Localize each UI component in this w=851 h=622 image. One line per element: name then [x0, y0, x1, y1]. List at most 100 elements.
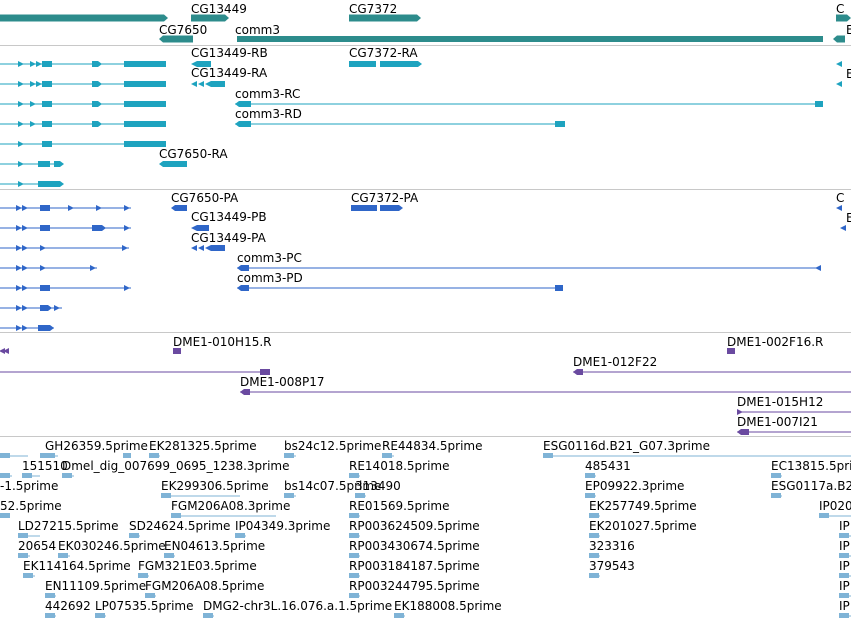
exon[interactable] [198, 81, 204, 87]
exon[interactable] [124, 141, 166, 147]
exon[interactable] [124, 81, 166, 87]
est-block[interactable] [138, 573, 148, 578]
est-block[interactable] [349, 513, 359, 518]
cds[interactable] [237, 285, 249, 291]
clone-label[interactable]: DME1-007I21 [737, 415, 818, 429]
cds[interactable] [124, 285, 130, 291]
protein-label[interactable]: C [836, 191, 845, 205]
est-block[interactable] [543, 453, 553, 458]
est-block[interactable] [45, 593, 55, 598]
cds[interactable] [16, 245, 22, 251]
cds[interactable] [16, 265, 22, 271]
clone-end[interactable] [173, 348, 181, 354]
exon[interactable] [54, 161, 64, 167]
cds[interactable] [40, 265, 46, 271]
clone-end[interactable] [260, 369, 270, 375]
est-block[interactable] [284, 493, 294, 498]
est-label[interactable]: EK188008.5prime [394, 599, 502, 613]
est-label[interactable]: RP003244795.5prime [349, 579, 480, 593]
cds[interactable] [38, 325, 54, 331]
cds[interactable] [836, 205, 842, 211]
exon[interactable] [30, 101, 36, 107]
est-label[interactable]: RE14018.5prime [349, 459, 450, 473]
exon[interactable] [18, 181, 24, 187]
exon[interactable] [380, 61, 422, 67]
est-label[interactable]: ESG0116d.B21_G07.3prime [543, 439, 710, 453]
exon[interactable] [92, 61, 102, 67]
est-label[interactable]: IP [839, 519, 850, 533]
est-label[interactable]: RP003624509.5prime [349, 519, 480, 533]
est-label[interactable]: EK299306.5prime [161, 479, 269, 493]
cds[interactable] [351, 205, 377, 211]
clone-end[interactable] [727, 348, 735, 354]
exon[interactable] [235, 101, 251, 107]
gene-bar[interactable] [0, 14, 168, 22]
cds[interactable] [237, 265, 249, 271]
est-label[interactable]: IP020 [819, 499, 851, 513]
cds[interactable] [40, 205, 50, 211]
exon[interactable] [42, 81, 52, 87]
est-block[interactable] [589, 573, 599, 578]
gene-bar[interactable] [191, 14, 229, 22]
exon[interactable] [42, 141, 52, 147]
cds[interactable] [205, 245, 211, 251]
est-block[interactable] [235, 533, 245, 538]
protein-label[interactable]: CG13449-PB [191, 210, 267, 224]
est-block[interactable] [394, 613, 404, 618]
est-label[interactable]: EN04613.5prime [164, 539, 266, 553]
cds[interactable] [22, 305, 28, 311]
exon[interactable] [18, 161, 24, 167]
est-block[interactable] [45, 453, 55, 458]
transcript-label[interactable]: CG13449-RA [191, 66, 268, 80]
exon[interactable] [191, 81, 197, 87]
est-label[interactable]: bs14c07.5prime [284, 479, 382, 493]
est-label[interactable]: bs24c12.5prime [284, 439, 382, 453]
cds[interactable] [16, 325, 22, 331]
exon[interactable] [38, 181, 64, 187]
est-block[interactable] [349, 593, 359, 598]
est-block[interactable] [349, 573, 359, 578]
est-label[interactable]: EK114164.5prime [23, 559, 131, 573]
protein-label[interactable]: CG7650-PA [171, 191, 239, 205]
est-block[interactable] [129, 533, 139, 538]
gene-bar[interactable] [237, 36, 823, 42]
est-label[interactable]: FGM206A08.5prime [145, 579, 265, 593]
est-block[interactable] [349, 533, 359, 538]
exon[interactable] [30, 81, 36, 87]
cds[interactable] [16, 305, 22, 311]
exon[interactable] [211, 81, 225, 87]
cds[interactable] [840, 225, 846, 231]
cds[interactable] [124, 225, 130, 231]
exon[interactable] [124, 121, 166, 127]
transcript-label[interactable]: comm3-RC [235, 87, 301, 101]
cds[interactable] [40, 245, 46, 251]
est-label[interactable]: RE01569.5prime [349, 499, 450, 513]
exon[interactable] [836, 61, 842, 67]
transcript-label[interactable]: CG7372-RA [349, 46, 418, 60]
est-label[interactable]: FGM321E03.5prime [138, 559, 257, 573]
est-label[interactable]: -1.5prime [0, 479, 59, 493]
gene-bar[interactable] [159, 35, 193, 43]
exon[interactable] [18, 81, 24, 87]
clone-end[interactable] [3, 348, 9, 354]
est-block[interactable] [839, 533, 849, 538]
est-label[interactable]: 52.5prime [0, 499, 62, 513]
clone-label[interactable]: DME1-010H15.R [173, 335, 272, 349]
est-block[interactable] [45, 613, 55, 618]
est-block[interactable] [349, 553, 359, 558]
exon[interactable] [36, 61, 42, 67]
cds[interactable] [16, 225, 22, 231]
est-block[interactable] [284, 453, 294, 458]
exon[interactable] [191, 61, 197, 67]
protein-label[interactable]: comm3-PD [237, 271, 303, 285]
cds[interactable] [68, 205, 74, 211]
clone-label[interactable]: DME1-015H12 [737, 395, 824, 409]
cds[interactable] [191, 225, 197, 231]
est-label[interactable]: IP [839, 559, 850, 573]
cds[interactable] [40, 225, 50, 231]
est-block[interactable] [382, 453, 392, 458]
clone-end[interactable] [737, 409, 743, 415]
protein-label[interactable]: CG7372-PA [351, 191, 419, 205]
est-label[interactable]: DMG2-chr3L.16.076.a.1.5prime [203, 599, 393, 613]
est-block[interactable] [95, 613, 105, 618]
